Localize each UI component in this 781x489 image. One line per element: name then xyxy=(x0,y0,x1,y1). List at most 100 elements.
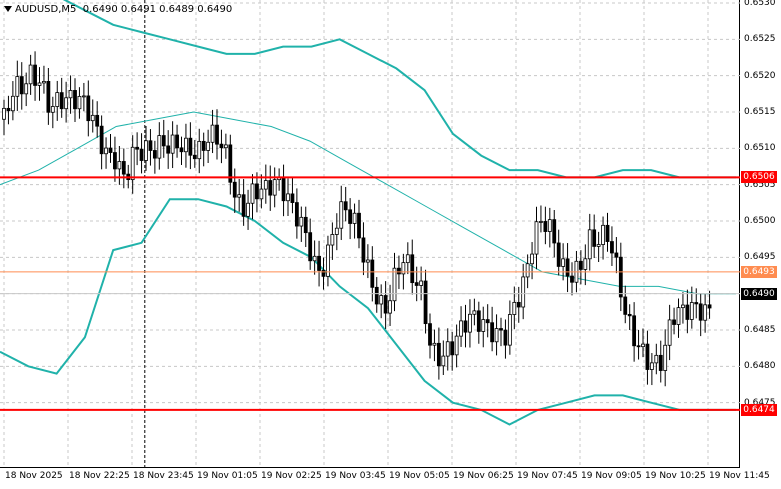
price-tick-label: 0.6485 xyxy=(744,325,776,335)
candle-body xyxy=(192,154,197,160)
candle-body xyxy=(667,319,672,346)
candle-body xyxy=(641,343,645,348)
candle-body xyxy=(419,280,424,286)
time-tick-label: 19 Nov 09:05 xyxy=(581,471,642,481)
candle-body xyxy=(184,137,188,153)
time-tick-label: 19 Nov 02:25 xyxy=(261,471,322,481)
candle-body xyxy=(681,304,685,309)
candle-body xyxy=(33,64,37,86)
candle-body xyxy=(512,301,517,315)
candle-body xyxy=(2,107,6,120)
candle-body xyxy=(246,202,250,217)
candle-body xyxy=(570,275,574,283)
time-tick-label: 19 Nov 03:45 xyxy=(325,471,386,481)
candle-body xyxy=(503,329,508,346)
time-tick-label: 19 Nov 07:45 xyxy=(517,471,578,481)
candle-body xyxy=(703,304,708,321)
candle-body xyxy=(263,180,268,190)
price-chart[interactable] xyxy=(0,0,740,468)
candle-body xyxy=(42,81,46,84)
price-tick-label: 0.6520 xyxy=(744,70,776,81)
candle-body xyxy=(24,83,29,95)
candle-body xyxy=(10,95,15,112)
candle-body xyxy=(352,212,357,224)
candle-body xyxy=(46,81,51,113)
candle-body xyxy=(294,202,299,227)
candle-body xyxy=(64,97,69,110)
price-tick-label: 0.6525 xyxy=(744,34,776,45)
candle-body xyxy=(689,302,694,320)
candle-body xyxy=(672,319,676,325)
candle-body xyxy=(459,320,463,337)
price-tick-label: 0.6495 xyxy=(744,252,776,263)
candle-body xyxy=(676,307,681,325)
chart-title: AUDUSD,M5 0.6490 0.6491 0.6489 0.6490 xyxy=(4,4,232,15)
candle-body xyxy=(365,259,370,263)
chart-area[interactable] xyxy=(0,0,740,468)
time-tick-label: 19 Nov 10:25 xyxy=(645,471,706,481)
candle-body xyxy=(215,124,219,145)
candle-body xyxy=(86,95,91,122)
candle-body xyxy=(144,140,148,161)
time-tick-label: 18 Nov 2025 xyxy=(5,471,63,481)
candle-body xyxy=(330,234,335,246)
candle-body xyxy=(348,209,353,224)
candle-body xyxy=(175,134,179,149)
candle-body xyxy=(290,193,295,203)
candle-body xyxy=(463,320,468,333)
level-price-label: 0.6506 xyxy=(741,171,777,184)
candle-body xyxy=(139,148,144,161)
candle-body xyxy=(428,323,432,346)
candle-body xyxy=(343,201,348,211)
candle-body xyxy=(645,343,650,370)
candle-body xyxy=(237,194,242,198)
candle-body xyxy=(15,76,20,97)
candle-body xyxy=(219,143,224,149)
price-tick-label: 0.6475 xyxy=(744,397,776,408)
candle-body xyxy=(223,144,228,149)
candle-body xyxy=(117,161,122,170)
time-tick-label: 19 Nov 11:45 xyxy=(709,471,770,481)
candle-body xyxy=(108,147,113,153)
candle-body xyxy=(610,241,614,254)
price-tick-label: 0.6505 xyxy=(744,179,776,190)
price-tick-label: 0.6480 xyxy=(744,361,776,372)
candle-body xyxy=(530,253,534,265)
candle-body xyxy=(552,219,557,244)
candle-body xyxy=(152,150,157,159)
candle-body xyxy=(374,286,379,305)
time-tick-label: 18 Nov 22:25 xyxy=(69,471,130,481)
candle-body xyxy=(317,255,321,271)
candle-body xyxy=(507,314,512,346)
candle-body xyxy=(201,140,206,151)
candle-body xyxy=(232,181,237,198)
candle-body xyxy=(685,304,690,320)
candle-body xyxy=(357,212,361,239)
candle-body xyxy=(250,183,255,204)
candle-body xyxy=(414,282,419,286)
candle-body xyxy=(468,313,472,333)
candle-body xyxy=(299,216,304,227)
candle-body xyxy=(636,345,641,348)
candle-body xyxy=(28,64,33,85)
candle-body xyxy=(210,124,215,143)
quote-label: 0.6490 0.6491 0.6489 0.6490 xyxy=(82,4,233,15)
candle-body xyxy=(543,221,548,232)
candle-body xyxy=(388,300,392,314)
candle-body xyxy=(179,147,184,153)
candle-body xyxy=(694,302,699,305)
candle-body xyxy=(228,144,233,183)
candle-body xyxy=(596,244,601,247)
candle-body xyxy=(90,114,95,122)
candle-body xyxy=(281,177,286,202)
candle-body xyxy=(485,319,490,324)
candle-body xyxy=(104,147,108,155)
candle-body xyxy=(587,229,592,260)
lower-band-line xyxy=(0,198,736,426)
candle-body xyxy=(490,322,495,343)
candle-body xyxy=(326,244,330,277)
candle-body xyxy=(130,146,135,181)
price-tick-label: 0.6530 xyxy=(744,0,776,8)
candle-body xyxy=(19,76,24,95)
candle-body xyxy=(445,341,450,357)
